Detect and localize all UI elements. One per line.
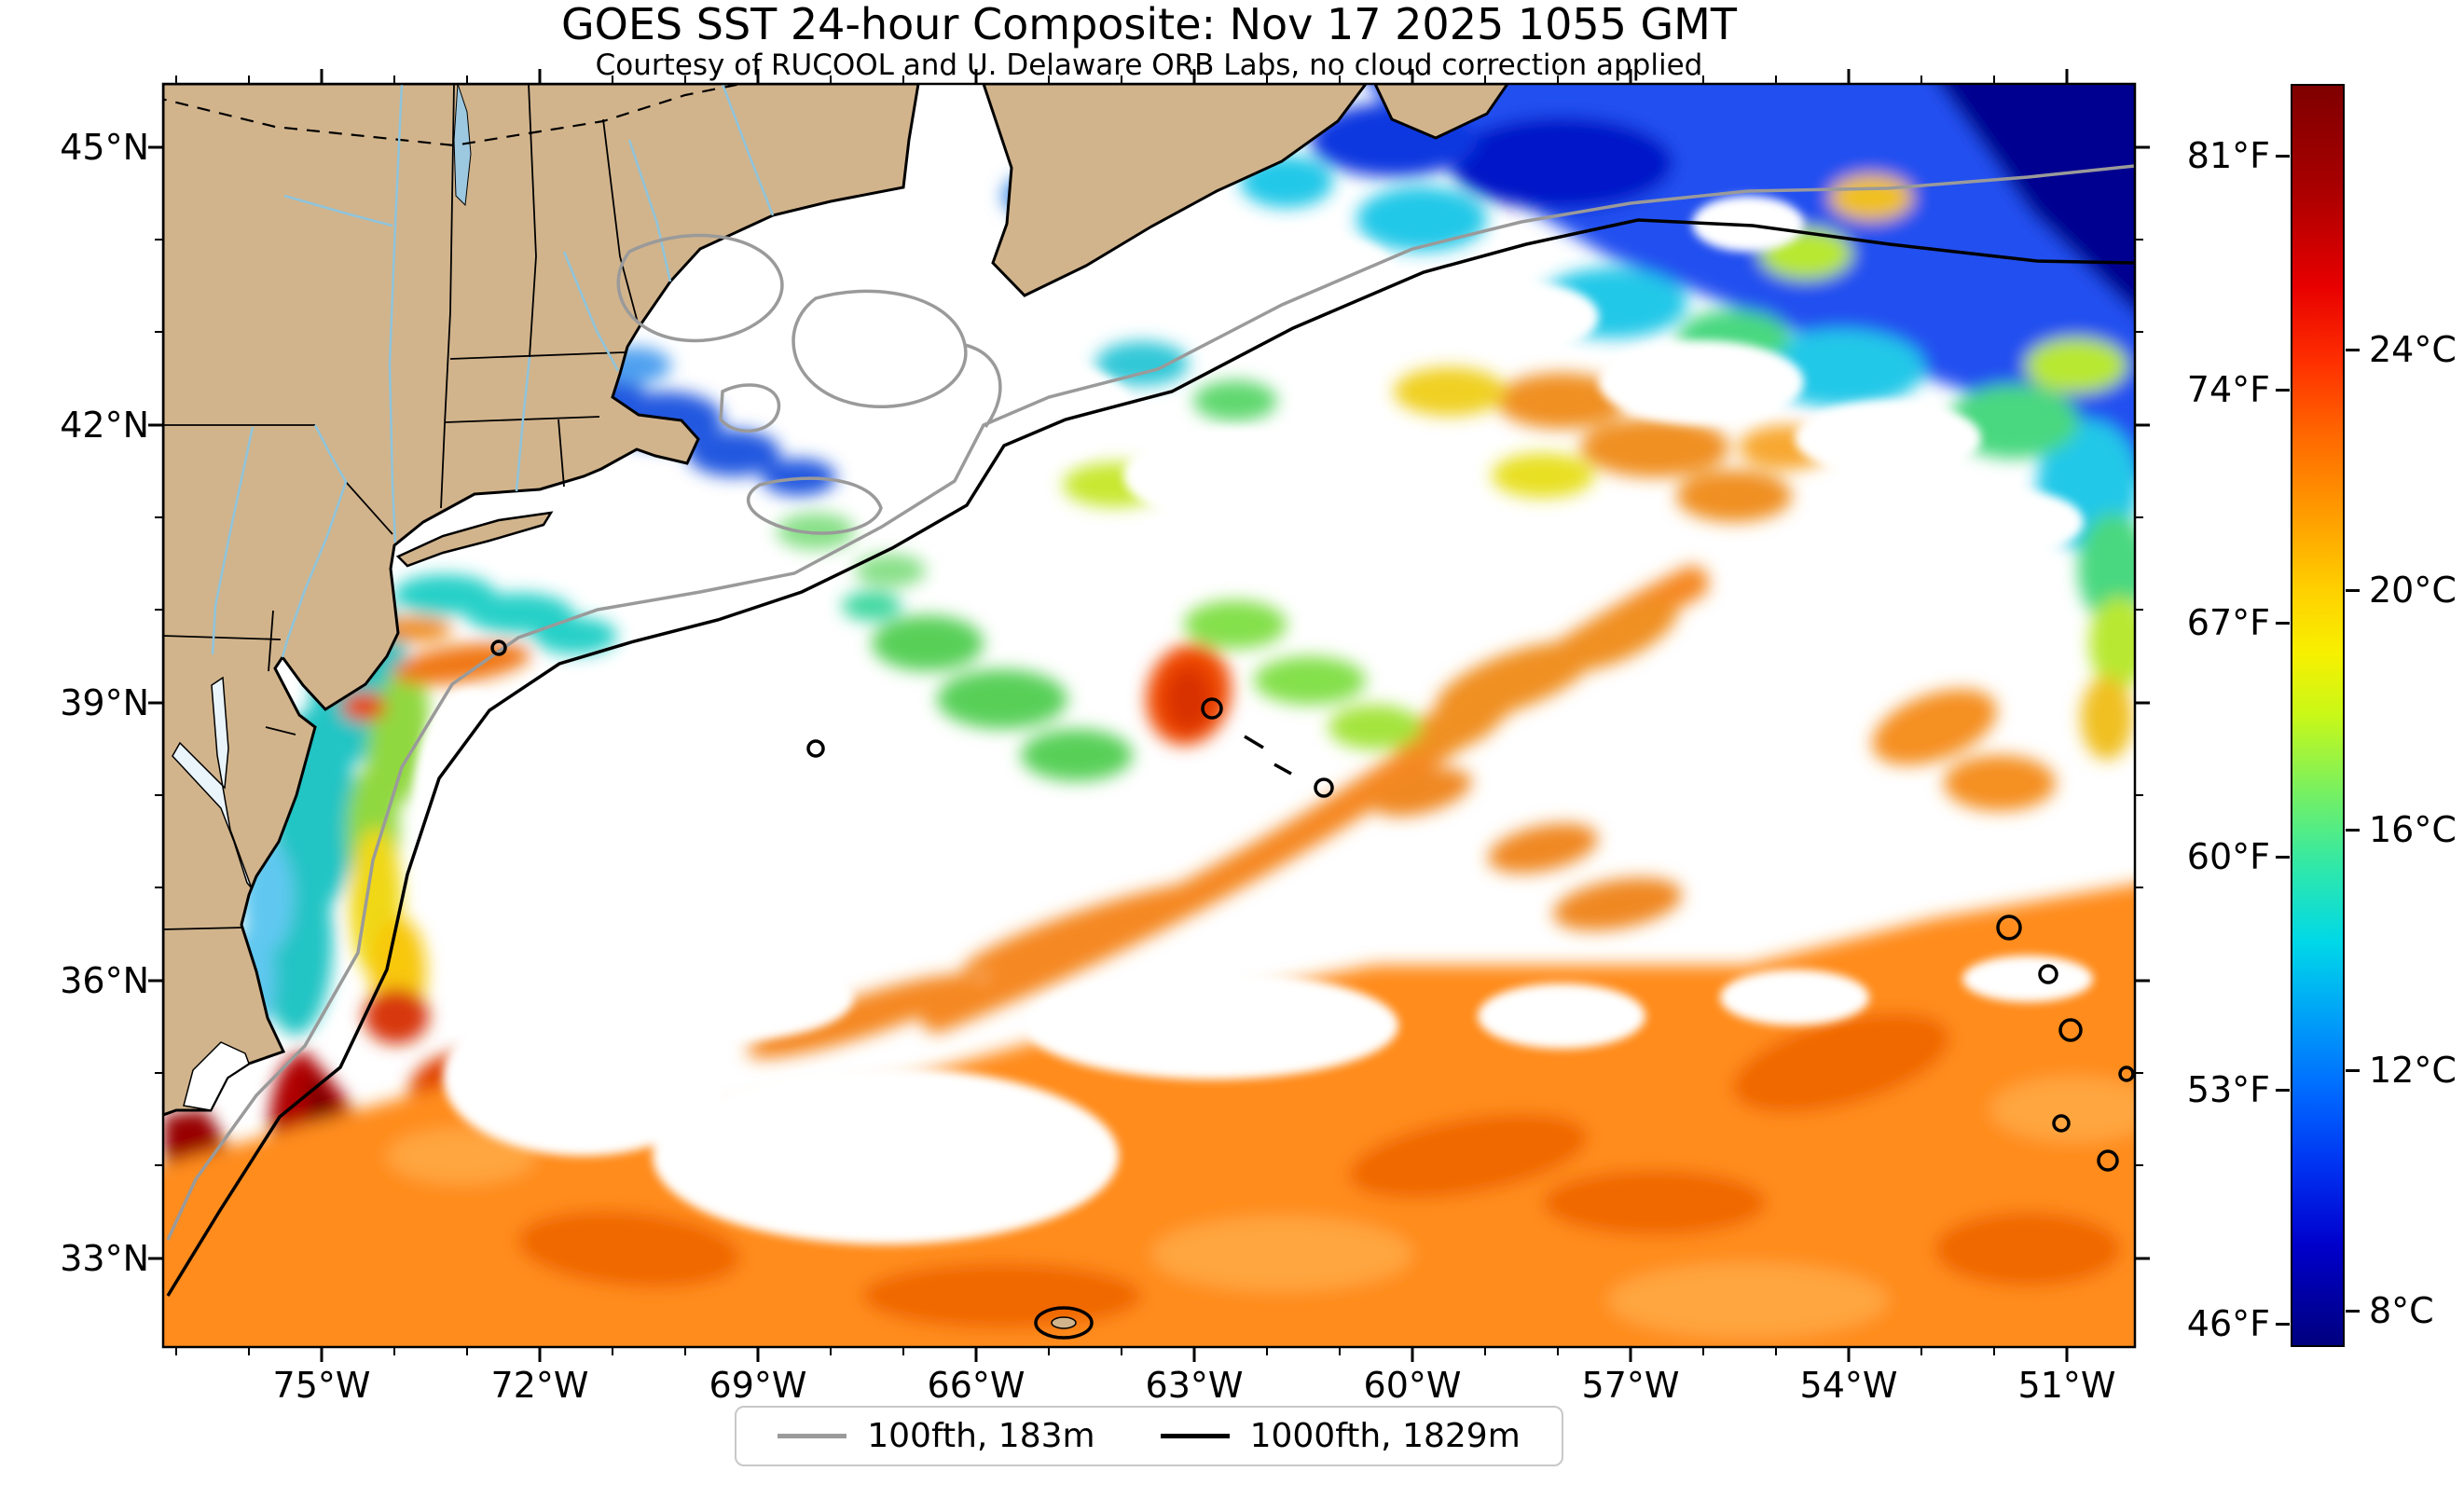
axis-ticks bbox=[148, 69, 2150, 1362]
lon-tick-label: 60°W bbox=[1363, 1365, 1462, 1406]
chesapeake-bay bbox=[172, 676, 253, 889]
legend-box: 100fth, 183m 1000fth, 1829m bbox=[735, 1406, 1563, 1466]
celsius-tick-label: 24°C bbox=[2369, 329, 2457, 370]
bermuda-contour bbox=[1034, 1306, 1094, 1340]
legend-label: 1000fth, 1829m bbox=[1249, 1417, 1521, 1455]
sst-field bbox=[163, 84, 2135, 1347]
cloud-mask bbox=[415, 196, 2093, 1244]
contour-100fth bbox=[166, 164, 2135, 1241]
contour-1000fth-swatch bbox=[1160, 1434, 1230, 1438]
fahrenheit-tick-label: 67°F bbox=[2186, 602, 2270, 643]
lat-tick-label: 45°N bbox=[60, 127, 149, 168]
legend: 100fth, 183m 1000fth, 1829m bbox=[163, 1406, 2135, 1466]
legend-label: 100fth, 183m bbox=[867, 1417, 1095, 1455]
lon-tick-label: 72°W bbox=[490, 1365, 589, 1406]
lat-tick-label: 33°N bbox=[60, 1238, 149, 1279]
lon-tick-label: 63°W bbox=[1145, 1365, 1244, 1406]
lat-tick-label: 36°N bbox=[60, 960, 149, 1001]
contour-1000fth bbox=[166, 218, 2135, 1340]
celsius-tick-label: 20°C bbox=[2369, 570, 2457, 611]
fahrenheit-tick-label: 53°F bbox=[2186, 1069, 2270, 1110]
lon-tick-label: 66°W bbox=[927, 1365, 1026, 1406]
bermuda-island bbox=[1051, 1316, 1077, 1329]
page-title: GOES SST 24-hour Composite: Nov 17 2025 … bbox=[561, 0, 1737, 49]
legend-item-100fth: 100fth, 183m bbox=[778, 1417, 1095, 1455]
lake-champlain bbox=[453, 84, 472, 207]
pamlico-sound bbox=[183, 1041, 250, 1111]
lon-tick-label: 51°W bbox=[2017, 1365, 2116, 1406]
land bbox=[163, 84, 1509, 1117]
lon-tick-label: 69°W bbox=[709, 1365, 807, 1406]
celsius-tick-label: 16°C bbox=[2369, 809, 2457, 850]
lat-tick-label: 42°N bbox=[60, 405, 149, 446]
celsius-tick-label: 12°C bbox=[2369, 1050, 2457, 1091]
fahrenheit-tick-label: 60°F bbox=[2186, 836, 2270, 877]
rivers bbox=[211, 84, 775, 658]
celsius-tick-label: 8°C bbox=[2369, 1290, 2434, 1331]
fahrenheit-tick-label: 46°F bbox=[2186, 1303, 2270, 1344]
plot-frame bbox=[161, 82, 2137, 1349]
nova-scotia bbox=[982, 84, 1368, 297]
colorbar bbox=[2291, 84, 2345, 1347]
lon-tick-label: 54°W bbox=[1799, 1365, 1898, 1406]
lon-tick-label: 57°W bbox=[1581, 1365, 1680, 1406]
lat-tick-label: 39°N bbox=[60, 682, 149, 723]
page-subtitle: Courtesy of RUCOOL and U. Delaware ORB L… bbox=[595, 48, 1703, 82]
contour-100fth-swatch bbox=[778, 1434, 847, 1438]
lon-tick-label: 75°W bbox=[272, 1365, 371, 1406]
long-island bbox=[395, 511, 554, 568]
cape-breton bbox=[1373, 84, 1509, 140]
state-borders bbox=[163, 84, 639, 930]
fahrenheit-tick-label: 74°F bbox=[2186, 369, 2270, 410]
sst-map bbox=[148, 69, 2150, 1362]
mainland-coastline bbox=[163, 84, 920, 1117]
fahrenheit-tick-label: 81°F bbox=[2186, 135, 2270, 176]
legend-item-1000fth: 1000fth, 1829m bbox=[1160, 1417, 1521, 1455]
